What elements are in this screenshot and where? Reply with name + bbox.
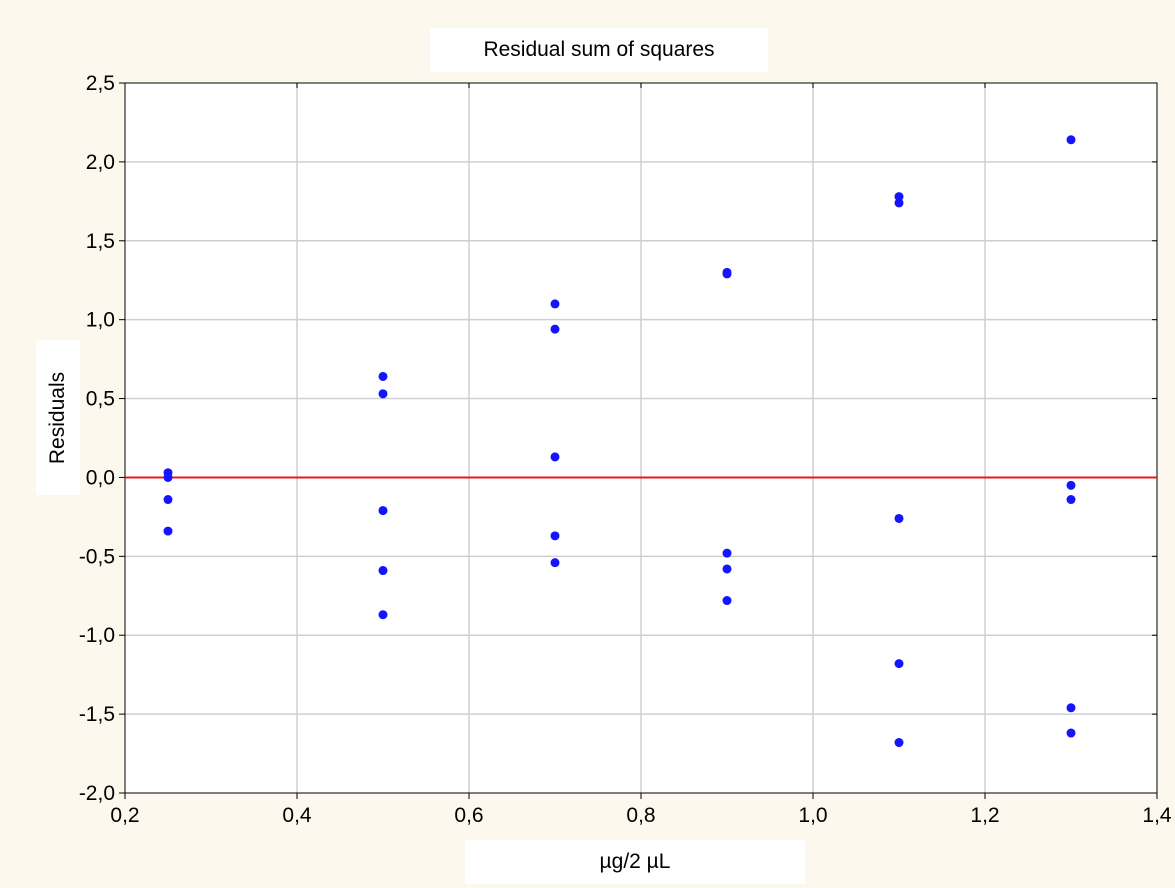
data-point — [894, 738, 904, 748]
y-tick-label: 0,5 — [86, 388, 115, 411]
data-point — [894, 513, 904, 523]
x-tick-label: 0,4 — [282, 804, 312, 827]
data-point — [163, 472, 173, 482]
x-tick-label: 0,6 — [454, 804, 483, 827]
data-point — [550, 299, 560, 309]
y-tick-label: -2,0 — [79, 782, 115, 805]
data-point — [378, 371, 388, 381]
data-point — [550, 531, 560, 541]
y-axis-label: Residuals — [46, 371, 69, 464]
x-tick-label: 1,4 — [1142, 804, 1172, 827]
x-tick-label: 0,8 — [626, 804, 655, 827]
axes — [119, 82, 1158, 799]
data-point — [550, 558, 560, 568]
data-point — [1066, 703, 1076, 713]
data-point — [894, 192, 904, 202]
chart-title-box: Residual sum of squares — [430, 28, 768, 72]
data-point — [378, 566, 388, 576]
y-tick-label: 0,0 — [86, 466, 115, 489]
data-point — [722, 564, 732, 574]
data-point — [1066, 480, 1076, 490]
data-point — [163, 526, 173, 536]
x-tick-label: 1,0 — [798, 804, 827, 827]
x-tick-label: 0,2 — [110, 804, 139, 827]
y-tick-label: 2,0 — [86, 151, 115, 174]
x-axis-label: µg/2 µL — [599, 850, 671, 873]
y-tick-label: -1,0 — [79, 624, 115, 647]
data-point — [722, 548, 732, 558]
x-tick-label: 1,2 — [970, 804, 999, 827]
tick-labels: 0,2 0,4 0,6 0,8 1,0 1,2 1,4 -2,0 -1,5 -1,0 -0,5 0,0… — [79, 72, 1172, 827]
data-point — [722, 267, 732, 277]
data-point — [163, 495, 173, 505]
data-point — [550, 452, 560, 462]
data-point — [1066, 728, 1076, 738]
y-tick-label: 1,5 — [86, 230, 115, 253]
chart-title: Residual sum of squares — [483, 38, 715, 61]
y-tick-label: 1,0 — [86, 309, 115, 332]
data-points — [163, 135, 1076, 748]
y-axis-label-box: Residuals — [36, 340, 80, 495]
data-point — [722, 596, 732, 606]
data-point — [378, 389, 388, 399]
data-point — [378, 506, 388, 516]
data-point — [1066, 135, 1076, 145]
y-tick-label: 2,5 — [86, 72, 115, 95]
data-point — [894, 659, 904, 669]
data-point — [894, 198, 904, 208]
data-point — [550, 324, 560, 334]
y-tick-label: -1,5 — [79, 703, 115, 726]
data-point — [378, 610, 388, 620]
data-point — [1066, 495, 1076, 505]
y-tick-label: -0,5 — [79, 545, 115, 568]
x-axis-label-box: µg/2 µL — [465, 840, 805, 884]
